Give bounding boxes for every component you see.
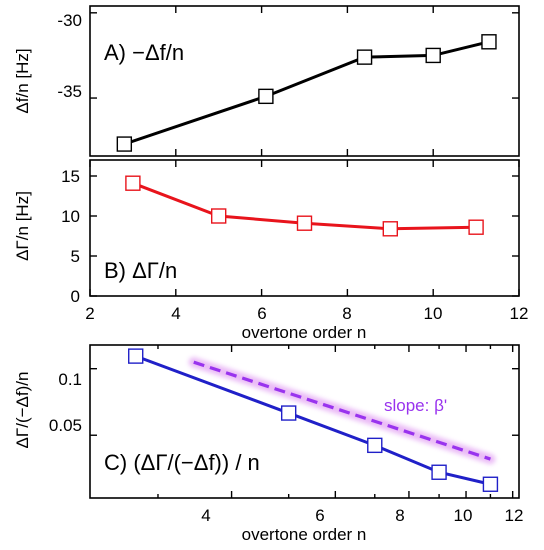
panel-c-slope-line [188, 357, 496, 465]
panel-b-ytick-label: 15 [61, 167, 80, 186]
panel-b-series [125, 175, 484, 237]
panel-b-xtick-label: 8 [342, 304, 351, 323]
panel-c-x-axis-label: overtone order n [242, 525, 367, 544]
panel-a-point-marker [481, 34, 497, 50]
panel-b-ticks [89, 160, 520, 297]
panel-a-point-marker [425, 47, 441, 64]
panel-a-point-marker [116, 136, 133, 152]
panel-a-frame [89, 5, 520, 157]
panel-b-point-marker [468, 219, 484, 235]
panel-c-xtick-label: 8 [395, 506, 404, 525]
panel-c-point-marker [128, 348, 144, 364]
panel-b: 15 10 5 0 2 4 6 8 10 12 ΔΓ/n [Hz] overto… [13, 159, 529, 342]
panel-b-ytick-label: 0 [71, 287, 80, 306]
panel-a-point-marker [258, 88, 274, 105]
panel-c-xtick-label: 12 [505, 506, 524, 525]
panel-c-point-marker [280, 405, 297, 421]
panel-c-point-marker [431, 464, 447, 480]
panel-a: -30 -35 Δf/n [Hz] A) −Δf/n [13, 5, 520, 157]
panel-c-label: C) (ΔΓ/(−Δf)) / n [104, 450, 260, 475]
panel-c-xtick-label: 10 [454, 506, 473, 525]
panel-a-ytick-label: -35 [57, 82, 82, 101]
panel-c-y-axis-label: ΔΓ/(−Δf)/n [13, 372, 32, 449]
panel-a-label: A) −Δf/n [104, 40, 184, 65]
panel-c-series [128, 348, 499, 492]
panel-b-label: B) ΔΓ/n [104, 258, 177, 283]
panel-c: 0.1 0.05 4 6 8 10 12 ΔΓ/(−Δf)/n overtone… [13, 344, 524, 544]
panel-a-series [116, 34, 497, 152]
panel-c-xtick-label: 4 [201, 506, 210, 525]
panel-c-ytick-label: 0.1 [58, 370, 82, 389]
slope-line [193, 360, 491, 461]
panel-c-ytick-label: 0.05 [49, 416, 82, 435]
panel-b-y-axis-label: ΔΓ/n [Hz] [13, 191, 32, 261]
panel-b-point-marker [296, 215, 313, 231]
panel-c-point-marker [367, 437, 383, 454]
panel-b-frame [89, 159, 520, 297]
panel-a-point-marker [356, 49, 373, 65]
panel-c-point-marker [482, 476, 499, 492]
panel-b-x-axis-label: overtone order n [242, 323, 367, 342]
panel-b-ytick-label: 10 [61, 207, 80, 226]
panel-c-ticks [90, 345, 519, 498]
panel-b-xtick-label: 2 [85, 304, 94, 323]
panel-b-point-marker [210, 208, 227, 224]
panel-a-ytick-label: -30 [57, 11, 82, 30]
panel-b-point-marker [125, 175, 141, 191]
slope-annotation: slope: β' [384, 396, 447, 415]
panel-b-xtick-label: 4 [171, 304, 180, 323]
panel-b-ytick-label: 5 [71, 247, 80, 266]
panel-a-y-axis-label: Δf/n [Hz] [13, 48, 32, 113]
panel-b-xtick-label: 12 [510, 304, 529, 323]
panel-a-ticks [90, 6, 519, 156]
panel-b-point-marker [382, 221, 398, 237]
panel-c-xtick-label: 6 [315, 506, 324, 525]
panel-c-frame [89, 344, 520, 499]
panel-b-xtick-label: 6 [257, 304, 266, 323]
panel-b-xtick-label: 10 [424, 304, 443, 323]
